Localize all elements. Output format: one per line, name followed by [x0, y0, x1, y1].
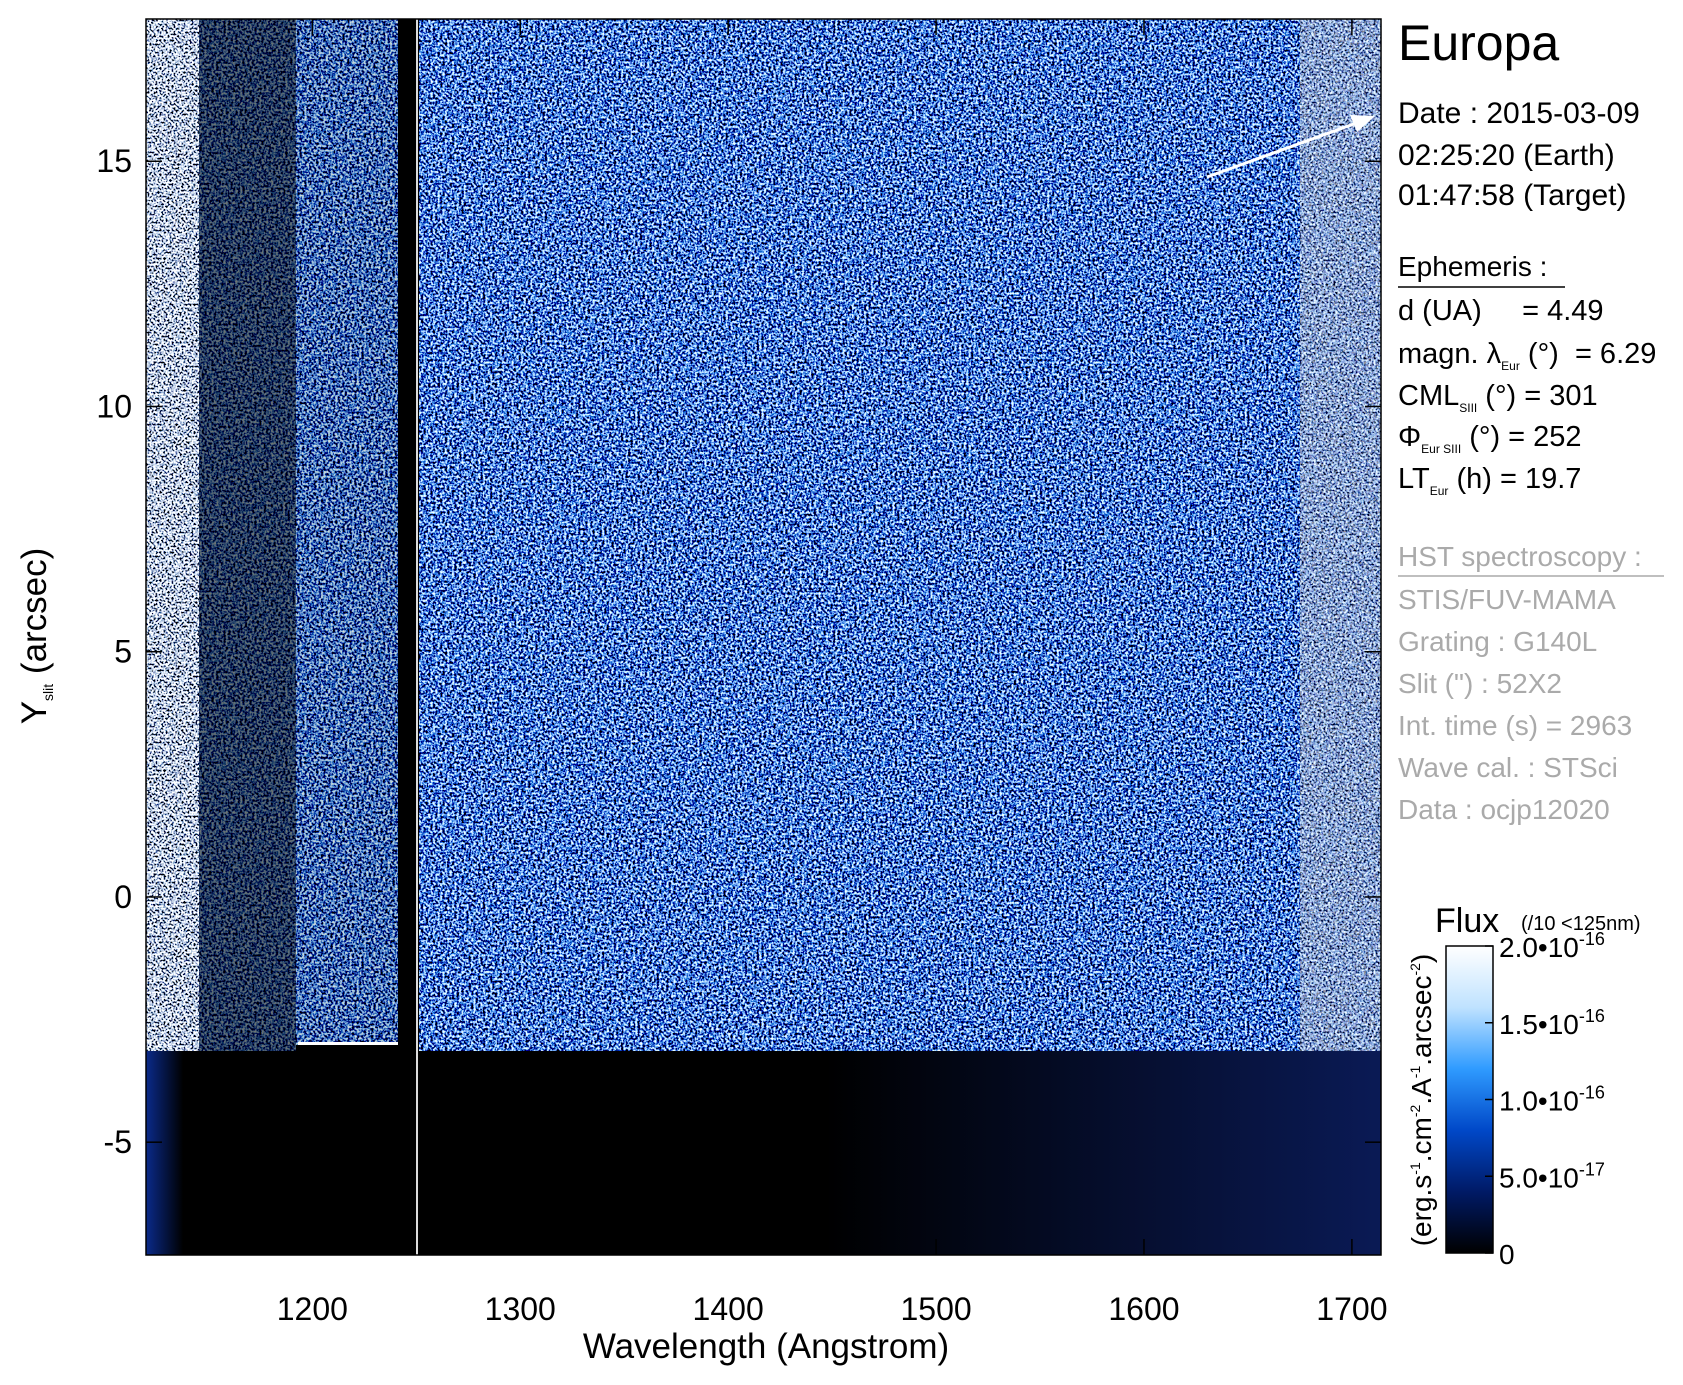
colorbar-tick-mantissa: 2.0•10	[1499, 932, 1579, 963]
colorbar-unit-text: (erg.s	[1406, 1175, 1437, 1247]
plot-frame	[145, 18, 1382, 1256]
y-tick-label: 0	[114, 879, 132, 915]
instrument-heading: HST spectroscopy :	[1398, 541, 1642, 572]
x-tick-label: 1600	[1108, 1291, 1179, 1327]
colorbar-unit-exponent: -1	[1407, 1066, 1423, 1079]
colorbar-tick-exponent: -16	[1579, 1083, 1605, 1103]
colorbar-tick-label: 5.0•10-17	[1499, 1159, 1605, 1193]
colorbar-tick-exponent: -17	[1579, 1159, 1605, 1179]
colorbar-tick-exponent: -16	[1579, 1006, 1605, 1026]
date-line: 01:47:58 (Target)	[1398, 179, 1626, 212]
image-edge	[298, 1042, 398, 1045]
date-line: 02:25:20 (Earth)	[1398, 139, 1615, 172]
ephemeris-rest: (°) = 252	[1461, 421, 1581, 453]
ephemeris-text: CML	[1398, 380, 1459, 412]
colorbar-unit-text: .cm	[1406, 1117, 1437, 1162]
instrument-line: Slit (") : 52X2	[1398, 668, 1562, 699]
instrument-line: Int. time (s) = 2963	[1398, 710, 1632, 741]
y-axis-label-main: Y	[15, 701, 54, 724]
chart-title: Europa	[1398, 15, 1559, 71]
x-tick-label: 1300	[485, 1291, 556, 1327]
y-axis-label-sub: slit	[40, 684, 56, 701]
ephemeris-heading: Ephemeris :	[1398, 251, 1547, 282]
image-strip	[419, 19, 1381, 1051]
image-strip	[199, 19, 296, 1051]
colorbar-unit-text: .arcsec	[1406, 976, 1437, 1066]
x-tick-label: 1700	[1316, 1291, 1387, 1327]
colorbar-unit-exponent: -2	[1407, 963, 1423, 976]
y-tick-label: -5	[104, 1124, 132, 1160]
image-bottom	[146, 1051, 1381, 1255]
ephemeris-line: LTEur (h) = 19.7	[1398, 463, 1581, 498]
ephemeris-sub: SIII	[1459, 401, 1477, 415]
instrument-line: Wave cal. : STSci	[1398, 752, 1618, 783]
ephemeris-sub: Eur SIII	[1421, 442, 1461, 456]
ephemeris-line: d (UA) = 4.49	[1398, 295, 1604, 327]
ephemeris-text: LT	[1398, 463, 1430, 495]
colorbar-tick-label: 0	[1499, 1239, 1515, 1270]
y-tick-label: 5	[114, 634, 132, 670]
y-tick-label: 15	[96, 143, 132, 179]
arrow	[1206, 119, 1363, 179]
colorbar-unit: (erg.s-1.cm-2.A-1.arcsec-2)	[1406, 954, 1437, 1247]
colorbar-tick-label: 1.5•10-16	[1499, 1006, 1605, 1040]
colorbar-tick-mantissa: 0	[1499, 1239, 1515, 1270]
ephemeris-text: magn. λ	[1398, 338, 1502, 370]
y-axis-label-rest: (arcsec)	[15, 548, 54, 684]
ephemeris-line: CMLSIII (°) = 301	[1398, 380, 1598, 415]
ephemeris-sub: Eur	[1430, 484, 1449, 498]
y-tick-label: 10	[96, 388, 132, 424]
colorbar-tick-exponent: -16	[1579, 929, 1605, 949]
ephemeris-line: magn. λEur (°) = 6.29	[1398, 338, 1656, 373]
arrow-head	[1350, 115, 1375, 132]
colorbar-unit-exponent: -1	[1407, 1162, 1423, 1175]
x-tick-label: 1400	[693, 1291, 764, 1327]
ephemeris-rest: (°) = 6.29	[1520, 338, 1657, 370]
colorbar-unit-exponent: -2	[1407, 1104, 1423, 1117]
date-line: Date : 2015-03-09	[1398, 97, 1640, 130]
ephemeris-sub: Eur	[1501, 359, 1520, 373]
image-strip	[146, 19, 199, 1051]
colorbar-tick-label: 2.0•10-16	[1499, 929, 1605, 963]
ephemeris-rest: (h) = 19.7	[1448, 463, 1581, 495]
colorbar-tick-mantissa: 5.0•10	[1499, 1162, 1579, 1193]
ephemeris-rest: (°) = 301	[1477, 380, 1597, 412]
ephemeris-line: ΦEur SIII (°) = 252	[1398, 421, 1582, 456]
colorbar-tick-mantissa: 1.0•10	[1499, 1086, 1579, 1117]
colorbar-unit-text: .A	[1406, 1078, 1437, 1105]
slit-edge	[416, 19, 418, 1255]
x-tick-label: 1200	[277, 1291, 348, 1327]
x-tick-label: 1500	[900, 1291, 971, 1327]
x-axis-label: Wavelength (Angstrom)	[583, 1327, 949, 1366]
image-strip	[296, 19, 398, 1045]
colorbar-unit-text: )	[1406, 954, 1437, 963]
instrument-line: Grating : G140L	[1398, 626, 1597, 657]
y-axis-label: Yslit (arcsec)	[15, 548, 56, 725]
colorbar-note: (/10 <125nm)	[1521, 913, 1641, 935]
instrument-line: STIS/FUV-MAMA	[1398, 584, 1616, 615]
colorbar-tick-mantissa: 1.5•10	[1499, 1009, 1579, 1040]
colorbar-title: Flux	[1435, 902, 1499, 940]
colorbar-tick-label: 1.0•10-16	[1499, 1083, 1605, 1117]
ephemeris-text: d (UA) = 4.49	[1398, 295, 1604, 327]
ephemeris-text: Φ	[1398, 421, 1421, 453]
spectral-image	[146, 19, 1381, 1255]
image-strip	[1300, 19, 1381, 1051]
instrument-line: Data : ocjp12020	[1398, 794, 1610, 825]
